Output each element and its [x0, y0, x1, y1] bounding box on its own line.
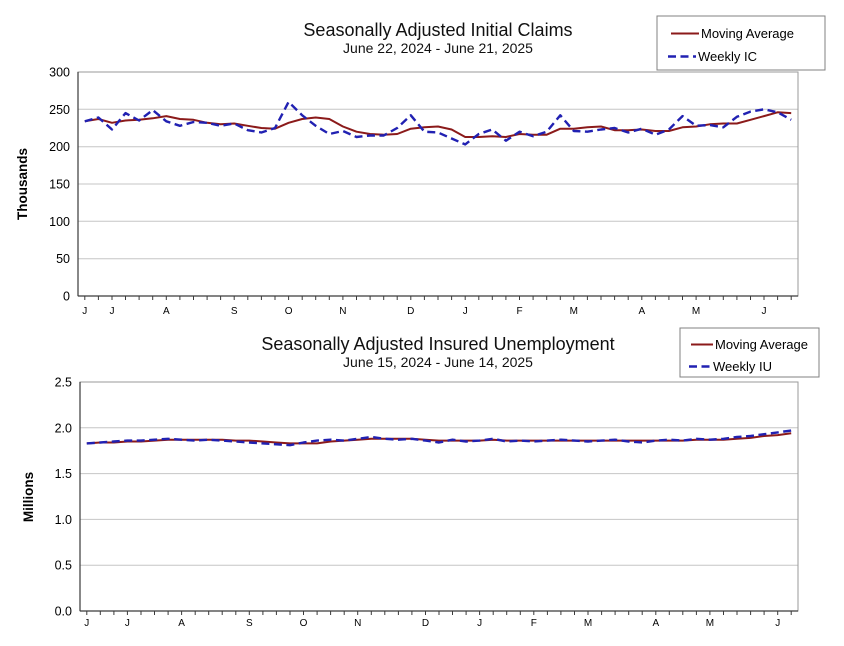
x-tick-label: N	[354, 618, 361, 629]
legend-box	[679, 327, 820, 378]
legend-item-weekly-ic: Weekly IC	[698, 49, 757, 64]
legend-item-moving-average: Moving Average	[715, 337, 808, 352]
y-axis-unit-label: Thousands	[15, 148, 30, 220]
legend-box	[656, 15, 826, 71]
legend: Moving Average Weekly IU	[679, 327, 820, 378]
chart-title: Seasonally Adjusted Insured Unemployment	[261, 334, 614, 354]
x-tick-label: J	[477, 618, 482, 629]
series-weekly-line	[86, 429, 792, 447]
x-tick-label: A	[163, 306, 170, 317]
x-tick-label: M	[584, 618, 592, 629]
x-tick-label: S	[246, 618, 253, 629]
y-axis-unit-label: Millions	[21, 472, 36, 522]
y-tick-label: 50	[56, 252, 70, 266]
y-tick-label: 150	[49, 178, 70, 192]
insured-unemployment-chart: Seasonally Adjusted Insured Unemployment…	[21, 327, 820, 629]
x-tick-label: A	[652, 618, 659, 629]
chart-title: Seasonally Adjusted Initial Claims	[303, 20, 572, 40]
x-tick-label: J	[110, 306, 115, 317]
legend-item-weekly-iu: Weekly IU	[713, 359, 772, 374]
x-tick-label: O	[300, 618, 308, 629]
y-tick-label: 1.0	[55, 513, 72, 527]
x-tick-label: N	[339, 306, 346, 317]
x-tick-label: D	[422, 618, 429, 629]
legend: Moving Average Weekly IC	[656, 15, 826, 71]
x-tick-label: J	[775, 618, 780, 629]
x-tick-label: J	[82, 306, 87, 317]
x-tick-label: O	[285, 306, 293, 317]
y-tick-label: 0.5	[55, 559, 72, 573]
x-tick-label: J	[125, 618, 130, 629]
y-tick-label: 100	[49, 215, 70, 229]
x-tick-label: F	[516, 306, 522, 317]
x-tick-label: M	[570, 306, 578, 317]
x-tick-label: A	[178, 618, 185, 629]
chart-subtitle: June 22, 2024 - June 21, 2025	[343, 40, 533, 56]
y-tick-label: 2.0	[55, 421, 72, 435]
y-tick-label: 0.0	[55, 605, 72, 619]
x-tick-label: D	[407, 306, 414, 317]
legend-item-moving-average: Moving Average	[701, 26, 794, 41]
x-tick-label: M	[692, 306, 700, 317]
y-tick-label: 2.5	[55, 376, 72, 390]
x-tick-label: F	[531, 618, 537, 629]
x-tick-label: A	[638, 306, 645, 317]
plot-border	[79, 381, 799, 612]
y-tick-label: 1.5	[55, 467, 72, 481]
series-moving-average-line	[84, 111, 792, 138]
y-tick-label: 300	[49, 66, 70, 80]
x-tick-label: S	[231, 306, 238, 317]
x-tick-label: M	[706, 618, 714, 629]
plot-area: 0 50 100 150 200 250 300 J J A S O N D J F M A M J	[49, 66, 799, 317]
x-tick-label: J	[463, 306, 468, 317]
chart-subtitle: June 15, 2024 - June 14, 2025	[343, 354, 533, 370]
y-tick-label: 250	[49, 103, 70, 117]
x-tick-label: J	[762, 306, 767, 317]
plot-area: 0.0 0.5 1.0 1.5 2.0 2.5 J J A S O N D J F M A M J	[55, 376, 799, 629]
y-tick-label: 0	[63, 290, 70, 304]
initial-claims-chart: Seasonally Adjusted Initial Claims June …	[15, 15, 826, 317]
y-tick-label: 200	[49, 140, 70, 154]
series-weekly-line	[84, 100, 792, 146]
x-tick-label: J	[84, 618, 89, 629]
